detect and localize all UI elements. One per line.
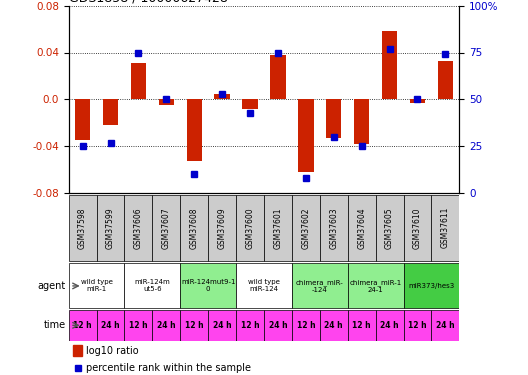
Bar <box>125 263 180 308</box>
Text: GSM37607: GSM37607 <box>162 207 171 249</box>
Text: 24 h: 24 h <box>269 321 287 330</box>
Text: miR373/hes3: miR373/hes3 <box>408 283 455 289</box>
Bar <box>236 310 264 340</box>
Bar <box>72 345 82 356</box>
Text: miR-124m
ut5-6: miR-124m ut5-6 <box>135 279 170 292</box>
Bar <box>403 263 459 308</box>
Text: 24 h: 24 h <box>157 321 176 330</box>
Text: 12 h: 12 h <box>408 321 427 330</box>
Bar <box>242 99 258 109</box>
Text: GSM37601: GSM37601 <box>274 207 282 249</box>
Bar <box>69 310 97 340</box>
Text: GSM37605: GSM37605 <box>385 207 394 249</box>
Bar <box>180 310 208 340</box>
Text: GSM37609: GSM37609 <box>218 207 227 249</box>
Bar <box>153 310 180 340</box>
Bar <box>131 63 146 99</box>
Bar <box>354 99 370 144</box>
Text: GSM37603: GSM37603 <box>329 207 338 249</box>
Text: GSM37606: GSM37606 <box>134 207 143 249</box>
Bar <box>236 195 264 261</box>
Bar <box>292 195 320 261</box>
Bar <box>403 195 431 261</box>
Bar <box>214 93 230 99</box>
Text: 12 h: 12 h <box>352 321 371 330</box>
Text: 12 h: 12 h <box>129 321 148 330</box>
Bar <box>103 99 118 125</box>
Text: 24 h: 24 h <box>325 321 343 330</box>
Bar <box>403 310 431 340</box>
Text: 24 h: 24 h <box>213 321 231 330</box>
Text: GDS1858 / 10000627428: GDS1858 / 10000627428 <box>69 0 228 4</box>
Bar <box>431 195 459 261</box>
Bar <box>348 263 403 308</box>
Bar <box>320 310 348 340</box>
Bar <box>97 195 125 261</box>
Bar <box>186 99 202 162</box>
Text: miR-124mut9-1
0: miR-124mut9-1 0 <box>181 279 235 292</box>
Text: 24 h: 24 h <box>436 321 455 330</box>
Text: time: time <box>44 320 66 330</box>
Bar <box>292 310 320 340</box>
Text: GSM37600: GSM37600 <box>246 207 254 249</box>
Bar <box>264 195 292 261</box>
Text: 12 h: 12 h <box>297 321 315 330</box>
Bar <box>125 310 153 340</box>
Bar <box>97 310 125 340</box>
Text: 24 h: 24 h <box>380 321 399 330</box>
Bar <box>208 195 236 261</box>
Bar <box>292 263 348 308</box>
Bar <box>375 310 403 340</box>
Bar <box>375 195 403 261</box>
Text: chimera_miR-1
24-1: chimera_miR-1 24-1 <box>350 279 402 293</box>
Text: percentile rank within the sample: percentile rank within the sample <box>86 363 251 373</box>
Bar <box>438 61 453 99</box>
Text: GSM37611: GSM37611 <box>441 207 450 249</box>
Text: 12 h: 12 h <box>73 321 92 330</box>
Bar <box>410 99 425 103</box>
Text: GSM37608: GSM37608 <box>190 207 199 249</box>
Text: agent: agent <box>37 281 66 291</box>
Bar <box>431 310 459 340</box>
Bar <box>298 99 314 172</box>
Text: GSM37602: GSM37602 <box>301 207 310 249</box>
Bar <box>348 310 375 340</box>
Text: 12 h: 12 h <box>241 321 259 330</box>
Text: GSM37599: GSM37599 <box>106 207 115 249</box>
Text: wild type
miR-1: wild type miR-1 <box>81 279 112 292</box>
Text: 24 h: 24 h <box>101 321 120 330</box>
Bar <box>208 310 236 340</box>
Bar <box>69 263 125 308</box>
Text: GSM37598: GSM37598 <box>78 207 87 249</box>
Text: wild type
miR-124: wild type miR-124 <box>248 279 280 292</box>
Bar <box>180 195 208 261</box>
Bar <box>75 99 90 140</box>
Bar <box>264 310 292 340</box>
Bar <box>236 263 292 308</box>
Bar <box>320 195 348 261</box>
Text: 12 h: 12 h <box>185 321 203 330</box>
Bar <box>158 99 174 105</box>
Text: log10 ratio: log10 ratio <box>86 346 139 356</box>
Text: GSM37610: GSM37610 <box>413 207 422 249</box>
Bar <box>69 195 97 261</box>
Bar <box>270 55 286 99</box>
Bar <box>153 195 180 261</box>
Bar <box>125 195 153 261</box>
Bar <box>348 195 375 261</box>
Bar <box>180 263 236 308</box>
Text: chimera_miR-
-124: chimera_miR- -124 <box>296 279 344 293</box>
Bar <box>326 99 342 138</box>
Bar <box>382 32 397 99</box>
Text: GSM37604: GSM37604 <box>357 207 366 249</box>
